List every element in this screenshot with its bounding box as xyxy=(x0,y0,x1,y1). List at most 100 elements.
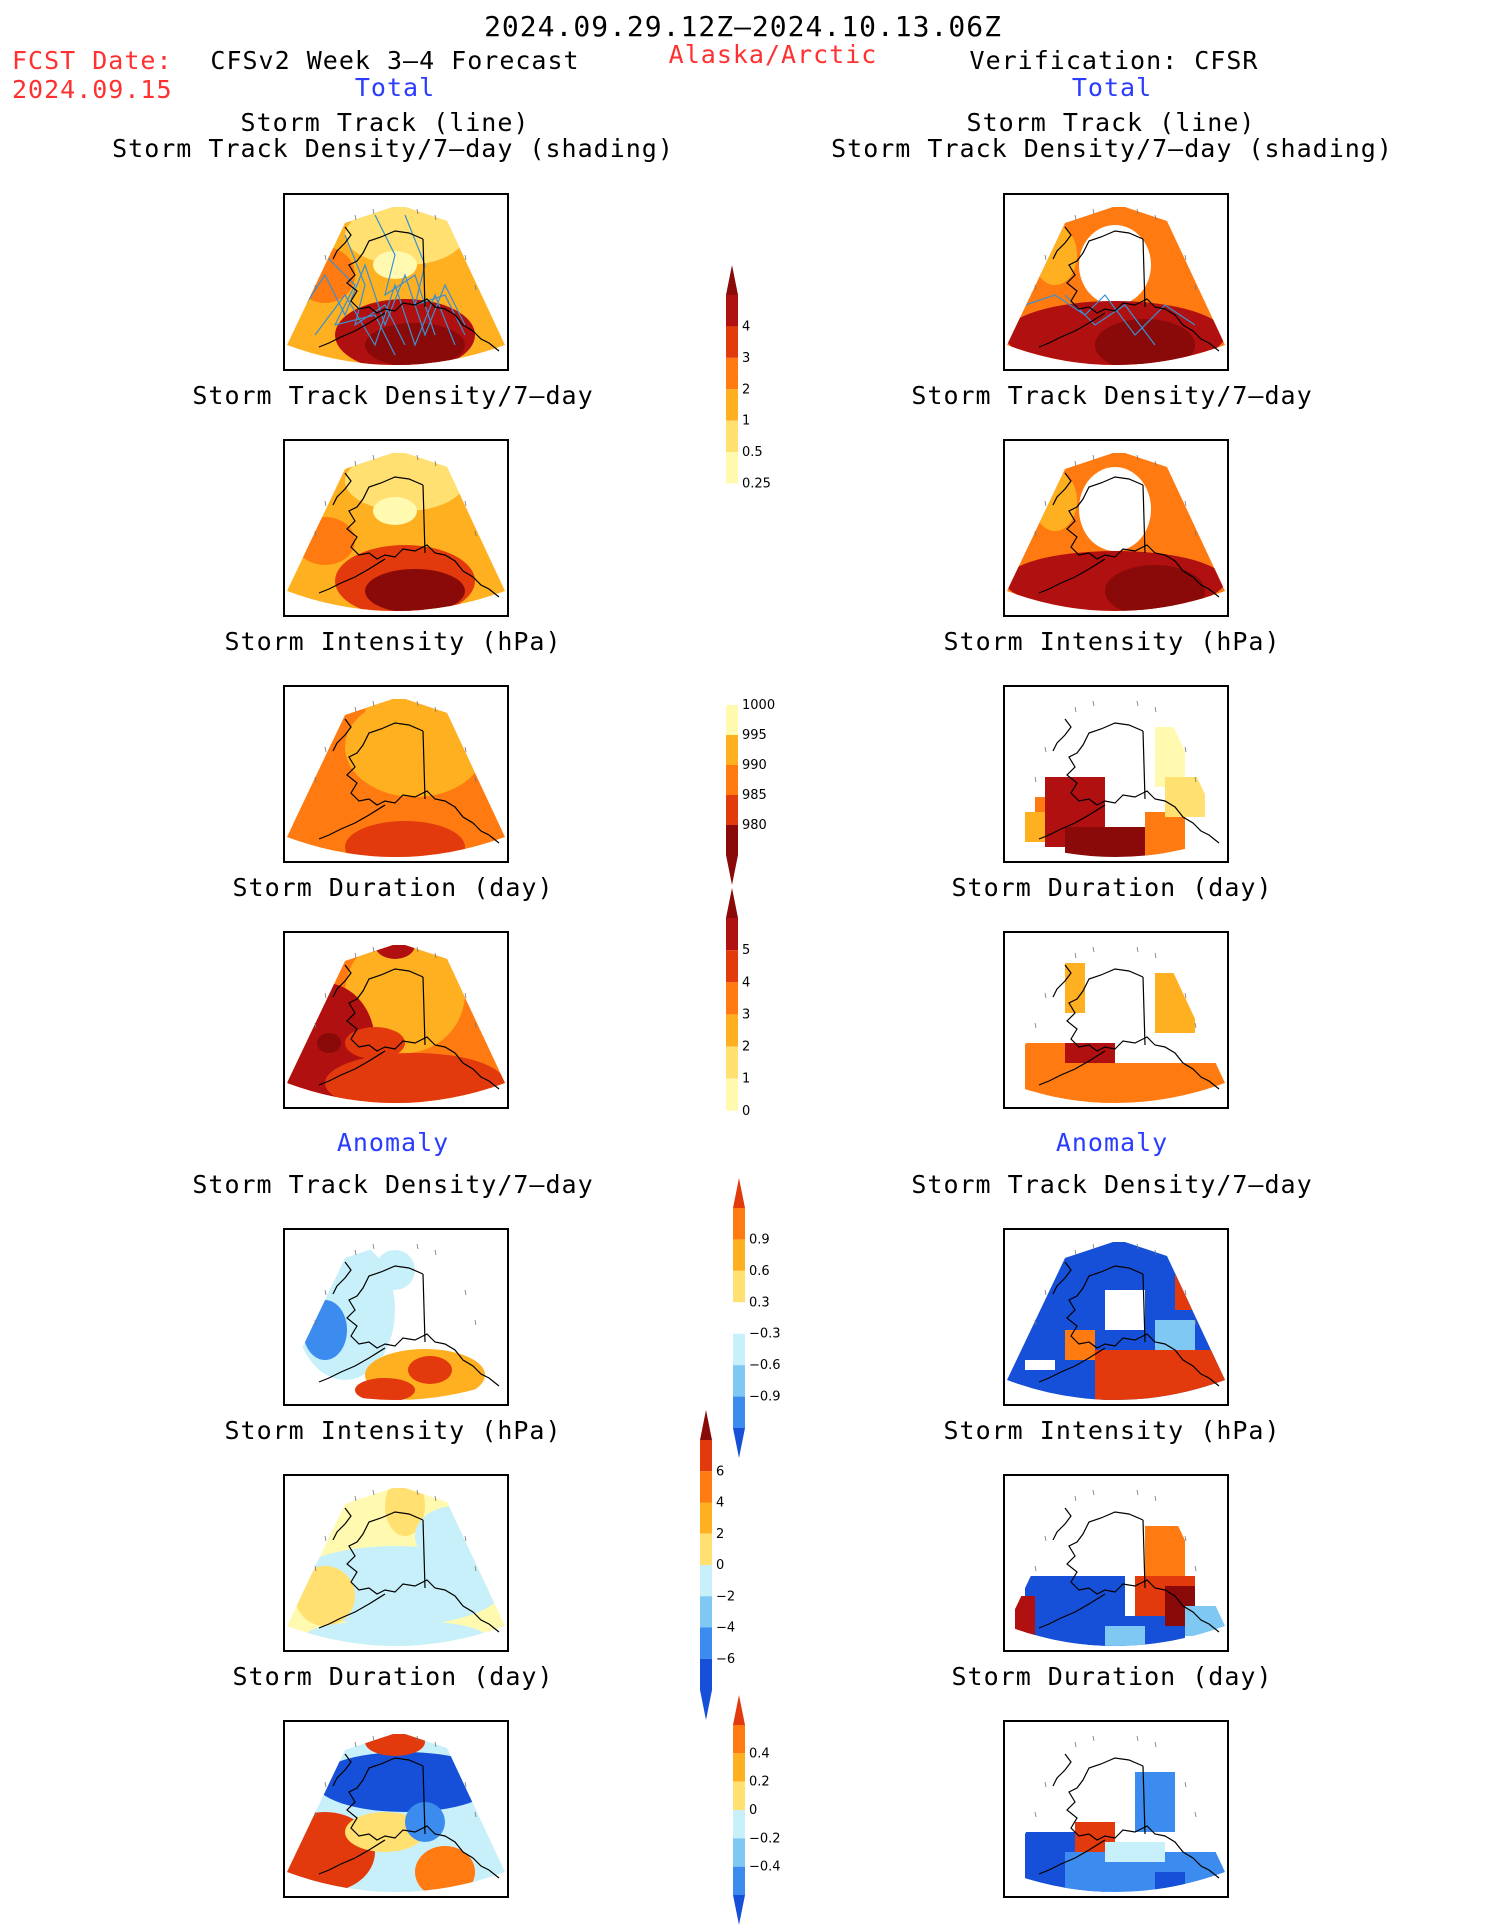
map-field xyxy=(1007,207,1225,365)
graticule xyxy=(314,1735,477,1818)
duration-anom-colorbar: 0.4 0.2 0 −0.2 −0.4 xyxy=(733,1695,813,1929)
field-contour xyxy=(345,1027,405,1059)
graticule-tick xyxy=(1074,460,1077,467)
graticule-tick xyxy=(314,776,317,783)
colorbar-arrow-bottom xyxy=(700,1690,712,1720)
graticule-tick xyxy=(474,1811,477,1818)
graticule-tick xyxy=(1194,1811,1197,1818)
field-contour xyxy=(365,569,465,611)
graticule xyxy=(1034,1489,1197,1572)
right-density-map-svg xyxy=(1007,453,1225,611)
alaska-coast xyxy=(1066,230,1220,352)
right-track-shading-title: Storm Track Density/7–day (shading) xyxy=(831,134,1393,163)
graticule-tick xyxy=(1136,1243,1139,1250)
siberia-coast xyxy=(1052,718,1072,752)
colorbar-arrow-bottom xyxy=(726,1143,738,1173)
alaska-coast xyxy=(346,1757,500,1879)
siberia-coast xyxy=(1052,1261,1072,1295)
graticule-tick xyxy=(372,454,375,461)
left-anom-duration-map-svg xyxy=(287,1734,505,1892)
storm-track-line xyxy=(304,263,466,337)
canada-border xyxy=(1142,976,1146,1046)
aleutian-chain xyxy=(1038,1839,1106,1875)
field-contour xyxy=(355,1378,415,1400)
siberia-coast xyxy=(1052,472,1072,506)
graticule-tick xyxy=(1184,254,1187,261)
aleutian-chain xyxy=(1038,804,1106,840)
colorbar-swatch xyxy=(733,1302,745,1334)
colorbar-label: 4 xyxy=(742,319,750,334)
field-cell xyxy=(1015,1596,1035,1636)
colorbar-arrow-bottom xyxy=(726,855,738,885)
field-contour xyxy=(415,1846,475,1892)
graticule-tick xyxy=(464,1289,467,1296)
period-title: 2024.09.29.12Z–2024.10.13.06Z xyxy=(484,10,1002,43)
colorbar-arrow-top xyxy=(726,645,738,675)
right-track-map xyxy=(1003,193,1229,371)
graticule-tick xyxy=(372,700,375,707)
graticule-tick xyxy=(1074,952,1077,959)
graticule-tick xyxy=(1092,454,1095,461)
colorbar-swatch xyxy=(733,1810,745,1839)
storm-track-line xyxy=(344,234,406,346)
coastline xyxy=(318,472,500,598)
left-anom-duration-title: Storm Duration (day) xyxy=(232,1662,554,1691)
canada-border xyxy=(1142,484,1146,554)
density-total-colorbar: 4 3 2 1 0.5 0.25 xyxy=(726,265,806,549)
colorbar-swatch xyxy=(733,1208,745,1240)
model-title: CFSv2 Week 3–4 Forecast xyxy=(210,46,580,75)
siberia-coast xyxy=(332,472,352,506)
field-contour xyxy=(345,453,465,511)
colorbar-swatch xyxy=(726,825,738,855)
siberia-coast xyxy=(1052,1753,1072,1787)
map-field xyxy=(287,699,505,857)
canada-border xyxy=(422,1519,426,1589)
graticule-tick xyxy=(1092,700,1095,707)
alaska-coast xyxy=(346,968,500,1090)
graticule-tick xyxy=(1136,208,1139,215)
colorbar-label: 0 xyxy=(742,1104,750,1119)
left-intensity-title: Storm Intensity (hPa) xyxy=(224,627,562,656)
storm-track-line xyxy=(314,283,456,347)
field-contour xyxy=(408,1356,452,1384)
storm-tracks xyxy=(1024,294,1196,346)
coastline xyxy=(318,964,500,1090)
colorbar-label: 0.25 xyxy=(742,477,771,492)
graticule-tick xyxy=(372,946,375,953)
graticule-tick xyxy=(324,992,327,999)
verification-title: Verification: CFSR xyxy=(969,46,1259,75)
intensity-anom-colorbar: 6 4 2 0 −2 −4 −6 xyxy=(700,1410,780,1724)
left-anom-density-map-svg xyxy=(287,1242,505,1400)
right-anom-density-map-svg xyxy=(1007,1242,1225,1400)
colorbar-swatch xyxy=(726,1014,738,1047)
right-anom-intensity-map-svg xyxy=(1007,1488,1225,1646)
coastline xyxy=(1038,718,1220,844)
graticule-tick xyxy=(434,706,437,713)
graticule xyxy=(1034,208,1197,291)
graticule-tick xyxy=(1044,1535,1047,1542)
graticule-tick xyxy=(1184,992,1187,999)
alaska-coast xyxy=(1066,1511,1220,1633)
map-field xyxy=(287,1242,505,1400)
left-density-map xyxy=(283,439,509,617)
colorbar-label: 3 xyxy=(742,351,750,366)
graticule-tick xyxy=(1034,1811,1037,1818)
field-contour xyxy=(345,207,465,265)
graticule-tick xyxy=(474,1319,477,1326)
map-field xyxy=(287,1734,505,1892)
colorbar-label: 4 xyxy=(742,975,750,990)
coastline xyxy=(318,1507,500,1633)
graticule-tick xyxy=(416,946,419,953)
graticule-tick xyxy=(1034,1022,1037,1029)
colorbar-label: 985 xyxy=(742,788,767,803)
field-contour xyxy=(303,1300,347,1360)
graticule-tick xyxy=(416,454,419,461)
colorbar-swatch xyxy=(726,795,738,825)
graticule-tick xyxy=(354,1741,357,1748)
colorbar-label: 3 xyxy=(742,1007,750,1022)
right-intensity-title: Storm Intensity (hPa) xyxy=(943,627,1281,656)
colorbar-swatch xyxy=(726,765,738,795)
field-cell xyxy=(1155,1320,1195,1350)
colorbar-swatch xyxy=(700,1565,712,1597)
canada-border xyxy=(1142,730,1146,800)
